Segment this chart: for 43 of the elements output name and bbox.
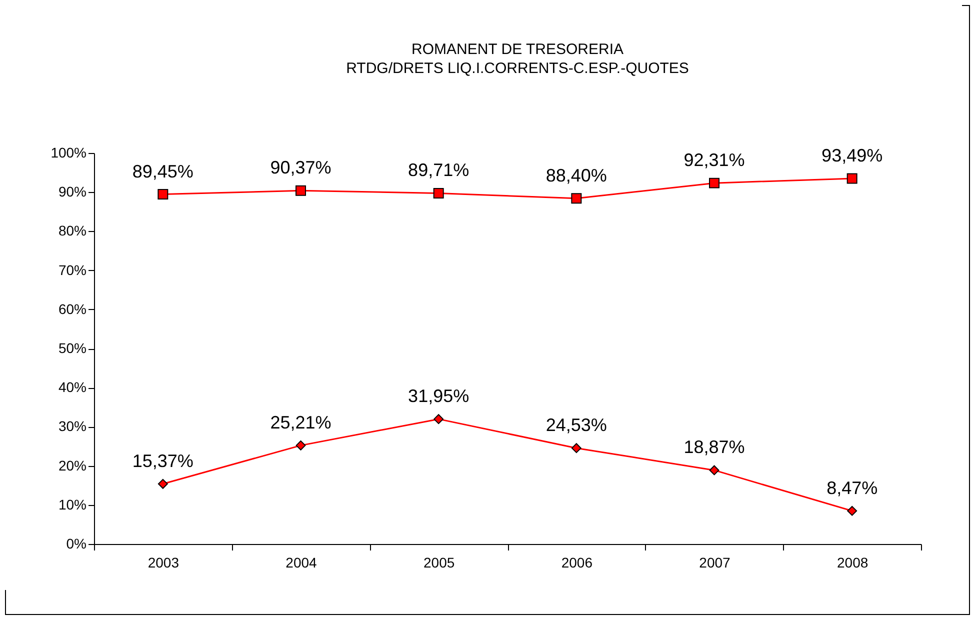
data-label: 92,31% [684,150,745,170]
x-tick-label: 2008 [837,554,868,570]
point [434,414,444,424]
point [571,443,582,454]
point [433,188,444,198]
data-label: 88,40% [546,165,607,186]
y-tick-label: 0% [66,536,86,552]
point [709,178,720,188]
point [158,478,168,489]
point [709,465,720,476]
y-tick-label: 70% [58,262,86,278]
y-tick-label: 20% [58,457,86,474]
chart-subtitle: RTDG/DRETS LIQ.I.CORRENTS-C.ESP.-QUOTES [346,60,689,77]
y-tick-label: 40% [58,379,86,396]
y-tick-label: 10% [58,496,86,512]
point [846,173,858,184]
chart-title: ROMANENT DE TRESORERIA [412,41,624,58]
point [847,506,858,516]
point [571,193,582,204]
y-tick-label: 60% [58,300,86,317]
x-tick-label: 2007 [699,554,731,570]
x-tick-label: 2005 [424,554,455,570]
y-tick-label: 50% [58,340,86,356]
data-label: 15,37% [132,450,194,471]
y-tick-label: 80% [58,222,86,239]
point [158,189,168,200]
y-tick-label: 30% [58,418,86,434]
data-label: 93,49% [822,145,883,166]
data-label: 31,95% [408,386,470,406]
point [296,185,306,196]
data-label: 89,71% [408,160,470,180]
data-label: 18,87% [684,437,745,458]
y-tick-label: 100% [50,144,86,160]
x-tick-label: 2006 [561,554,593,570]
data-label: 8,47% [826,478,878,498]
x-tick-label: 2004 [286,554,318,570]
x-tick-label: 2003 [148,554,180,570]
data-label: 25,21% [270,412,332,432]
data-label: 24,53% [546,415,607,436]
data-label: 89,45% [132,161,194,182]
point [296,440,306,450]
y-tick-label: 90% [58,184,86,200]
data-label: 90,37% [270,158,332,178]
